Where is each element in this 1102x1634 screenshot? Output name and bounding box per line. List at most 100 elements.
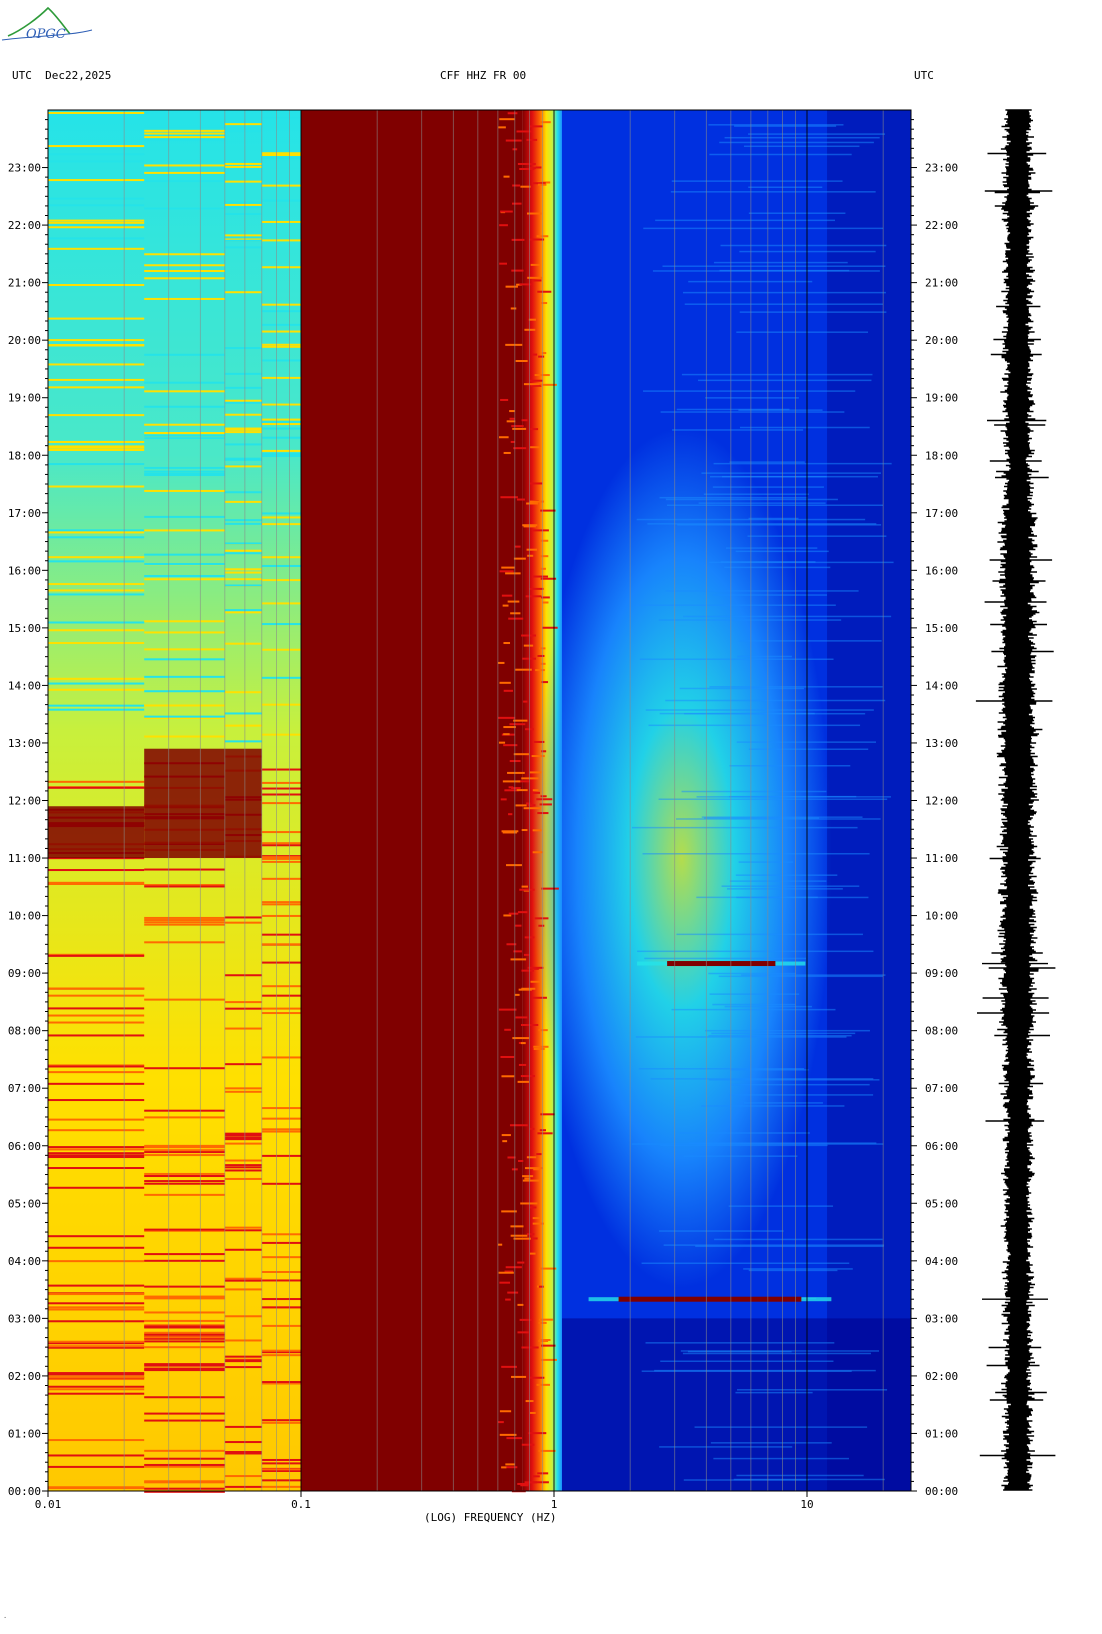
streak xyxy=(261,787,301,790)
speckle xyxy=(541,352,547,355)
streak xyxy=(261,1462,301,1465)
y-tick-label: 11:00 xyxy=(8,852,41,865)
y-tick-label: 04:00 xyxy=(8,1255,41,1268)
streak xyxy=(48,148,145,151)
streak xyxy=(224,1277,262,1280)
speckle xyxy=(533,1475,540,1478)
speckle xyxy=(516,130,532,133)
streak xyxy=(261,423,301,426)
hf-line xyxy=(736,331,869,333)
hf-line xyxy=(730,1069,809,1071)
streak xyxy=(261,860,301,863)
streak xyxy=(48,642,145,645)
streak xyxy=(48,560,145,563)
hf-line xyxy=(748,186,823,189)
streak xyxy=(144,562,225,565)
speckle xyxy=(504,1270,514,1273)
y-tick-label: 19:00 xyxy=(925,392,958,405)
speckle xyxy=(518,1160,524,1163)
streak xyxy=(144,1367,225,1370)
speckle xyxy=(525,595,542,598)
streak xyxy=(48,688,145,691)
streak xyxy=(48,682,145,685)
streak xyxy=(261,1458,301,1461)
streak xyxy=(224,1226,262,1229)
streak xyxy=(48,1246,145,1249)
streak xyxy=(144,658,225,661)
streak xyxy=(48,1148,145,1151)
y-tick-label: 14:00 xyxy=(8,679,41,692)
speckle xyxy=(507,112,518,115)
speckle xyxy=(539,1339,551,1341)
streak xyxy=(48,1439,145,1442)
spectrogram-events xyxy=(588,961,832,1302)
streak xyxy=(261,1485,301,1488)
speckle xyxy=(522,1179,540,1182)
hf-line xyxy=(631,1143,884,1145)
speckle xyxy=(526,138,538,141)
y-tick-label: 12:00 xyxy=(8,795,41,808)
streak xyxy=(48,1376,145,1379)
streak xyxy=(224,1229,262,1232)
streak xyxy=(144,472,225,475)
streak xyxy=(48,386,145,389)
event-core xyxy=(618,1296,802,1302)
hf-line xyxy=(739,426,870,429)
speckle xyxy=(539,1267,557,1270)
speckle xyxy=(529,587,544,590)
speckle xyxy=(503,689,513,692)
speckle xyxy=(540,383,557,386)
speckle xyxy=(537,654,545,657)
streak xyxy=(48,1014,145,1017)
streak xyxy=(261,985,301,988)
streak xyxy=(144,1480,225,1483)
hf-line xyxy=(676,408,790,411)
y-tick-label: 18:00 xyxy=(8,449,41,462)
streak xyxy=(261,239,301,242)
speckle xyxy=(520,1484,529,1487)
speckle xyxy=(506,1466,518,1469)
x-axis-ticks: 0.01 0.1 1 10 xyxy=(35,1491,814,1511)
streak xyxy=(261,602,301,605)
hf-line xyxy=(683,1155,798,1157)
x-tick-label: 10 xyxy=(800,1498,813,1511)
speckle xyxy=(538,1029,548,1032)
speckle xyxy=(526,802,531,805)
speckle xyxy=(530,446,540,449)
streak xyxy=(48,339,145,342)
hf-line xyxy=(647,523,877,525)
speckle xyxy=(526,1156,537,1159)
speckle xyxy=(506,420,516,423)
streak xyxy=(48,1186,145,1189)
speckle xyxy=(501,830,519,833)
y-tick-label: 00:00 xyxy=(8,1485,41,1498)
streak xyxy=(224,1134,262,1137)
streak xyxy=(48,463,145,466)
speckle xyxy=(527,804,536,807)
speckle xyxy=(502,1140,508,1143)
streak xyxy=(144,434,225,437)
hf-line xyxy=(635,604,836,606)
streak xyxy=(224,130,262,133)
streak xyxy=(48,954,145,957)
streak xyxy=(224,1007,262,1010)
hf-line xyxy=(721,885,860,887)
streak xyxy=(261,1256,301,1259)
speckle xyxy=(511,238,525,241)
streak xyxy=(224,201,262,204)
speckle xyxy=(508,786,514,789)
streak xyxy=(261,266,301,269)
streak xyxy=(48,445,145,448)
speckle xyxy=(509,410,515,413)
streak xyxy=(144,1116,225,1119)
speckle xyxy=(542,601,549,604)
speckle xyxy=(501,1134,511,1137)
y-tick-label: 13:00 xyxy=(8,737,41,750)
streak xyxy=(261,781,301,784)
streak xyxy=(224,1475,262,1478)
hf-line xyxy=(701,472,881,474)
speckle xyxy=(500,798,507,801)
streak xyxy=(261,454,301,457)
streak xyxy=(224,1248,262,1251)
speckle xyxy=(534,917,549,920)
